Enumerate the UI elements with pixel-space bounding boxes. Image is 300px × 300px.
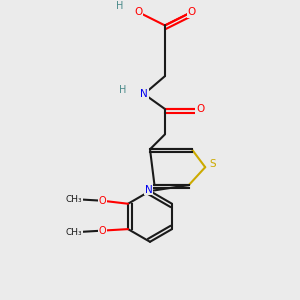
Text: O: O <box>188 7 196 17</box>
Text: CH₃: CH₃ <box>66 228 82 237</box>
Text: O: O <box>99 226 106 236</box>
Text: N: N <box>145 184 152 195</box>
Text: S: S <box>209 159 216 169</box>
Text: O: O <box>134 7 142 17</box>
Text: O: O <box>196 104 204 114</box>
Text: O: O <box>99 196 106 206</box>
Text: CH₃: CH₃ <box>66 195 82 204</box>
Text: H: H <box>119 85 127 94</box>
Text: H: H <box>116 1 124 11</box>
Text: N: N <box>140 89 148 99</box>
